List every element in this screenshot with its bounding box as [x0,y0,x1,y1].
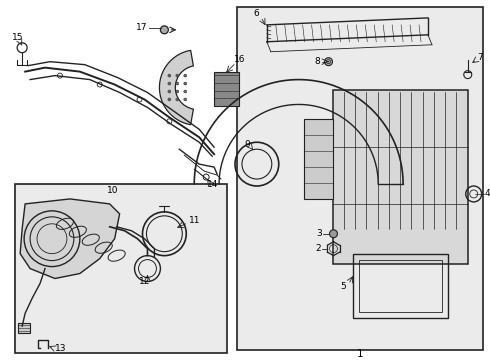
Text: 5: 5 [341,282,346,291]
Text: 9: 9 [244,140,250,149]
Circle shape [160,26,169,34]
Circle shape [168,98,171,101]
Text: 13: 13 [55,344,67,353]
Text: 11: 11 [189,216,201,225]
Bar [18,323,30,333]
Text: 14: 14 [207,180,219,189]
Circle shape [184,98,187,101]
Text: 1: 1 [357,349,364,359]
Circle shape [184,74,187,77]
Bar [237,7,483,350]
Circle shape [176,90,179,93]
Circle shape [176,74,179,77]
Text: 6: 6 [253,9,259,18]
Bar [334,90,468,264]
Circle shape [168,82,171,85]
Text: 7: 7 [478,53,484,62]
Circle shape [168,74,171,77]
Text: 3: 3 [316,229,321,238]
Bar [353,254,448,318]
Bar [214,72,239,107]
Text: 4: 4 [485,189,490,198]
Text: 12: 12 [139,277,150,286]
Text: 2: 2 [315,244,320,253]
Polygon shape [159,50,194,125]
Circle shape [184,82,187,85]
Text: 10: 10 [107,186,119,195]
Bar [304,120,334,199]
Bar [359,260,442,312]
Bar [15,184,227,353]
Circle shape [324,58,333,66]
Text: 17: 17 [136,23,147,32]
Text: 15: 15 [12,33,24,42]
Circle shape [184,90,187,93]
Polygon shape [20,199,120,279]
Text: 16: 16 [234,55,245,64]
Circle shape [168,90,171,93]
Text: 8: 8 [315,57,320,66]
Circle shape [329,230,338,238]
Circle shape [176,82,179,85]
Circle shape [176,98,179,101]
